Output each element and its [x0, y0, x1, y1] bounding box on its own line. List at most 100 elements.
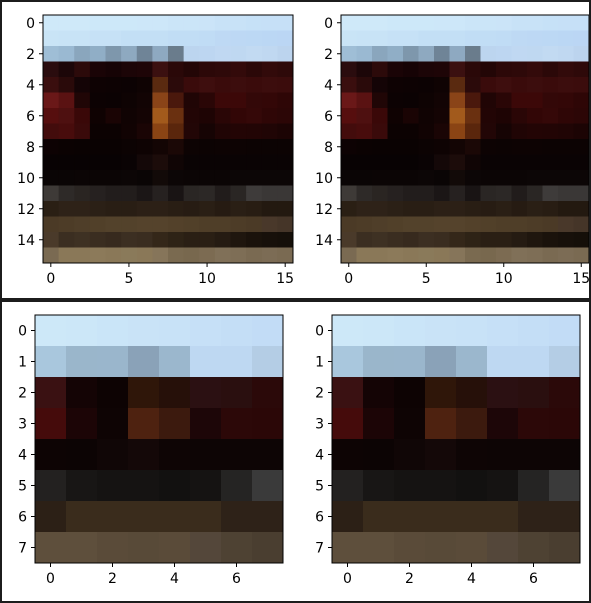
heatmap-cell [403, 247, 419, 264]
heatmap-cell [527, 92, 543, 109]
heatmap-cell [542, 77, 559, 93]
heatmap-cell [97, 470, 129, 502]
heatmap-cell [356, 247, 373, 264]
heatmap-cell [89, 123, 106, 140]
heatmap-cell [480, 139, 497, 155]
x-tick-label: 6 [529, 571, 538, 587]
heatmap-cell [97, 315, 129, 347]
heatmap-cell [252, 377, 284, 409]
heatmap-cell [105, 123, 122, 140]
heatmap-cell [372, 92, 388, 109]
y-tick-label: 10 [17, 171, 35, 187]
heatmap-cell [105, 139, 122, 155]
heatmap-cell [58, 247, 75, 264]
heatmap-cell [527, 247, 543, 264]
heatmap-cell [43, 185, 60, 202]
heatmap-cell [214, 185, 231, 202]
heatmap-cell [261, 201, 278, 217]
x-tick-label: 4 [170, 571, 179, 587]
heatmap-cell [74, 108, 91, 124]
heatmap-cell [214, 61, 231, 78]
heatmap-cell [261, 46, 278, 62]
heatmap-cell [434, 77, 450, 93]
heatmap-cell [199, 170, 216, 186]
heatmap-cell [573, 46, 589, 62]
heatmap-cell [573, 123, 589, 140]
heatmap-cell [43, 46, 60, 62]
heatmap-cell [542, 154, 559, 171]
heatmap-cell [246, 232, 263, 248]
heatmap-cell [230, 139, 247, 155]
heatmap-cell [58, 201, 75, 217]
heatmap-cell [542, 46, 559, 62]
x-tick-label: 5 [422, 271, 431, 287]
heatmap-cell [418, 15, 435, 31]
heatmap-cell [511, 216, 528, 233]
heatmap-cell [418, 77, 435, 93]
heatmap-cell [527, 170, 543, 186]
heatmap-cell [387, 216, 404, 233]
heatmap-cell [542, 15, 559, 31]
heatmap-cell [230, 232, 247, 248]
heatmap-cell [89, 46, 106, 62]
heatmap-cell [449, 185, 466, 202]
heatmap-cell [487, 439, 519, 471]
heatmap-cell [190, 439, 222, 471]
heatmap-cell [199, 92, 216, 109]
heatmap-cell [372, 77, 388, 93]
heatmap-cell [199, 123, 216, 140]
heatmap-cell [558, 170, 574, 186]
heatmap-cell [159, 315, 191, 347]
heatmap-cell [387, 201, 404, 217]
heatmap-cell [89, 108, 106, 124]
heatmap-cell [496, 170, 512, 186]
heatmap-cell [35, 408, 67, 440]
heatmap-cell [152, 108, 169, 124]
heatmap-cell [434, 139, 450, 155]
heatmap-cell [496, 108, 512, 124]
heatmap-cell [387, 30, 404, 47]
heatmap-cell [341, 185, 357, 202]
heatmap-cell [549, 377, 581, 409]
heatmap-cell [199, 77, 216, 93]
heatmap-cell [518, 470, 550, 502]
heatmap-cell [549, 470, 581, 502]
heatmap-cell [511, 232, 528, 248]
heatmap-cell [465, 247, 481, 264]
heatmap-cell [511, 30, 528, 47]
heatmap-cell [168, 247, 185, 264]
heatmap-cell [558, 185, 574, 202]
heatmap-cell [105, 170, 122, 186]
heatmap-cell [136, 92, 153, 109]
heatmap-cell [356, 123, 373, 140]
heatmap-cell [152, 30, 169, 47]
y-tick-label: 4 [315, 448, 324, 464]
heatmap-cell [214, 123, 231, 140]
heatmap-cell [418, 170, 435, 186]
heatmap-cell [434, 15, 450, 31]
y-tick-label: 0 [324, 16, 333, 32]
heatmap-cell [332, 408, 364, 440]
heatmap-cell [356, 170, 373, 186]
heatmap-cell [573, 154, 589, 171]
x-tick-label: 4 [467, 571, 476, 587]
heatmap-cell [66, 408, 98, 440]
heatmap-cell [121, 108, 138, 124]
heatmap-cell [496, 61, 512, 78]
heatmap-cell [434, 185, 450, 202]
heatmap-cell [356, 30, 373, 47]
heatmap-cell [487, 377, 519, 409]
heatmap-cell [152, 123, 169, 140]
y-tick-label: 2 [324, 47, 333, 63]
heatmap-cell [183, 15, 200, 31]
heatmap-cell [136, 46, 153, 62]
heatmap-cell [542, 30, 559, 47]
x-tick-label: 0 [343, 571, 352, 587]
heatmap-cell [480, 108, 497, 124]
heatmap-cell [372, 216, 388, 233]
heatmap-cell [558, 232, 574, 248]
heatmap-cell [74, 216, 91, 233]
heatmap-cell [214, 139, 231, 155]
heatmap-cell [403, 185, 419, 202]
heatmap-cell [573, 247, 589, 264]
